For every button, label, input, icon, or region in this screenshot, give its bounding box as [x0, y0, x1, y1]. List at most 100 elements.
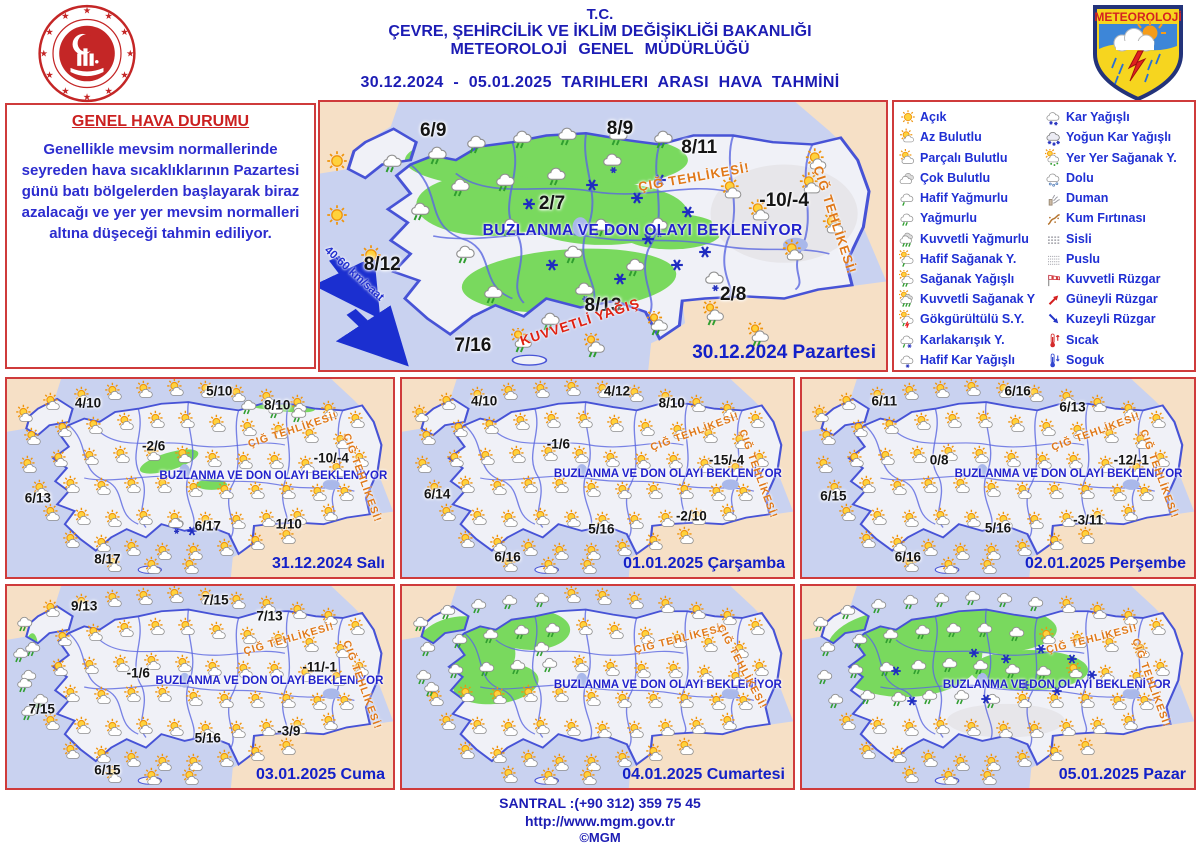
- svg-text:★: ★: [120, 27, 128, 38]
- temp-label: 6/13: [24, 490, 52, 506]
- temp-label: 7/13: [256, 608, 283, 624]
- temp-label: 8/10: [264, 397, 291, 413]
- forecast-map-friday: 9/13 7/15 7/13 -1/6 -11/-1 7/15 5/16 -3/9 6/15 BU…: [5, 584, 395, 790]
- svg-text:★: ★: [61, 86, 69, 97]
- temp-label: -12/-1: [1113, 452, 1149, 468]
- duman-icon: [1045, 189, 1063, 207]
- legend-item-label: Hafif Yağmurlu: [920, 191, 1008, 206]
- temp-label: 1/10: [275, 516, 302, 532]
- legend-item: Soguk: [1045, 350, 1194, 370]
- dolu-icon: [1045, 169, 1063, 187]
- page-footer: SANTRAL :(+90 312) 359 75 45 http://www.…: [0, 794, 1200, 847]
- svg-text:★: ★: [83, 92, 91, 103]
- header-tc: T.C.: [586, 6, 614, 23]
- warning-label: BUZLANMA VE DON OLAYI BEKLENİYOR: [553, 678, 782, 691]
- temp-label: 8/11: [681, 136, 718, 158]
- legend-item-label: Kar Yağışlı: [1066, 110, 1130, 125]
- warning-label: BUZLANMA VE DON OLAYI BEKLENİYOR: [942, 678, 1171, 691]
- az-bulutlu-icon: [899, 128, 917, 146]
- yer-yer-saganak-icon: [1045, 148, 1063, 167]
- yagmurlu-icon: [899, 209, 917, 227]
- svg-text:★: ★: [45, 27, 53, 38]
- temp-label: 5/10: [206, 383, 233, 399]
- legend-item-label: Yer Yer Sağanak Y.: [1066, 150, 1177, 165]
- svg-text:★: ★: [126, 49, 134, 60]
- temp-label: 4/10: [470, 393, 498, 409]
- svg-text:★: ★: [83, 5, 91, 16]
- warning-label: BUZLANMA VE DON OLAYI BEKLENİYOR: [553, 468, 782, 481]
- gokgurultulu-icon: [899, 310, 917, 329]
- legend-item: Duman: [1045, 188, 1194, 208]
- temp-label: -1/6: [546, 436, 571, 452]
- legend-item: Parçalı Bulutlu: [899, 147, 1045, 167]
- temp-label: 6/13: [1059, 399, 1086, 415]
- forecast-map-tuesday: 4/10 5/10 8/10 -2/6 -10/-4 6/13 6/17 1/10 8/17 BU…: [5, 377, 395, 579]
- legend-item: Az Bulutlu: [899, 127, 1045, 147]
- temp-label: 5/16: [194, 730, 221, 745]
- temp-label: -10/-4: [313, 450, 349, 466]
- legend-item-label: Sisli: [1066, 231, 1092, 246]
- turkey-map: [7, 379, 393, 577]
- sicak-icon: [1045, 331, 1063, 349]
- legend-item: Hafif Kar Yağışlı: [899, 350, 1045, 370]
- legend-item: Kuzeyli Rüzgar: [1045, 309, 1194, 329]
- svg-text:★: ★: [45, 70, 53, 81]
- legend-item: Kum Fırtınası: [1045, 208, 1194, 228]
- sisli-icon: [1045, 230, 1063, 248]
- temp-label: -3/9: [277, 723, 301, 739]
- mgm-logo: METEOROLOJİ: [1086, 2, 1190, 102]
- temp-label: 2/7: [538, 192, 566, 214]
- temp-label: 6/16: [494, 549, 521, 565]
- legend-item-label: Yağmurlu: [920, 211, 977, 226]
- legend-item: Dolu: [1045, 168, 1194, 188]
- legend-item-label: Gökgürültülü S.Y.: [920, 312, 1025, 327]
- temp-label: 2/8: [719, 283, 747, 305]
- legend-item-label: Çok Bulutlu: [920, 170, 991, 185]
- forecast-map-sunday: BUZLANMA VE DON OLAYI BEKLENİYOR ÇIĞ TEHL…: [800, 584, 1196, 790]
- legend-item: Yağmurlu: [899, 208, 1045, 228]
- yogun-kar-icon: [1045, 128, 1063, 147]
- legend-item-label: Yoğun Kar Yağışlı: [1066, 130, 1172, 145]
- temp-label: 6/9: [419, 120, 447, 142]
- saganak-icon: [899, 269, 917, 288]
- karlakarisik-icon: [899, 331, 917, 349]
- footer-url: http://www.mgm.gov.tr: [524, 813, 676, 830]
- legend-item-label: Duman: [1066, 191, 1109, 206]
- temp-label: 8/13: [584, 294, 622, 316]
- general-situation-text: Genellikle mevsim normallerinde seyreden…: [21, 141, 300, 242]
- puslu-icon: [1045, 250, 1063, 268]
- acik-icon: [899, 108, 917, 126]
- temp-label: 6/11: [871, 393, 898, 409]
- legend-item: Sağanak Yağışlı: [899, 269, 1045, 289]
- header-ministry: ÇEVRE, ŞEHİRCİLİK VE İKLİM DEĞİŞİKLİĞİ B…: [388, 23, 812, 40]
- map-date-label: 02.01.2025 Perşembe: [1024, 555, 1186, 572]
- page-header: T.C. ÇEVRE, ŞEHİRCİLİK VE İKLİM DEĞİŞİKL…: [280, 6, 920, 92]
- temp-label: 4/12: [603, 383, 631, 399]
- temp-label: -10/-4: [759, 190, 809, 212]
- forecast-map-thursday: 6/11 6/16 6/13 0/8 -12/-1 6/15 5/16 -3/11 6/16 BU…: [800, 377, 1196, 579]
- legend-item-label: Puslu: [1066, 251, 1101, 266]
- svg-text:★: ★: [120, 70, 128, 81]
- temp-label: -11/-1: [302, 659, 337, 675]
- legend-item-label: Parçalı Bulutlu: [920, 150, 1008, 165]
- map-date-label: 01.01.2025 Çarşamba: [623, 555, 785, 572]
- temp-label: 6/17: [194, 518, 221, 534]
- legend-item-label: Az Bulutlu: [920, 130, 982, 145]
- warning-label: BUZLANMA VE DON OLAYI BEKLENİYOR: [155, 674, 384, 687]
- legend-item-label: Kuzeyli Rüzgar: [1066, 312, 1156, 327]
- legend-item: Kar Yağışlı: [1045, 107, 1194, 127]
- legend-item-label: Kuvvetli Sağanak Y: [920, 292, 1036, 307]
- kum-firtinasi-icon: [1045, 209, 1063, 227]
- temp-label: 8/17: [94, 551, 121, 567]
- turkey-map: [7, 586, 393, 788]
- legend-item: Hafif Yağmurlu: [899, 188, 1045, 208]
- map-date-label: 03.01.2025 Cuma: [256, 766, 385, 783]
- warning-label: BUZLANMA VE DON OLAYI BEKLENİYOR: [954, 468, 1183, 481]
- map-date-label: 31.12.2024 Salı: [272, 555, 385, 572]
- temp-label: 6/16: [1004, 383, 1031, 399]
- legend-item: Açık: [899, 107, 1045, 127]
- temp-label: 0/8: [929, 452, 949, 468]
- temp-label: 5/16: [984, 520, 1012, 535]
- legend-item: Kuvvetli Sağanak Y: [899, 289, 1045, 309]
